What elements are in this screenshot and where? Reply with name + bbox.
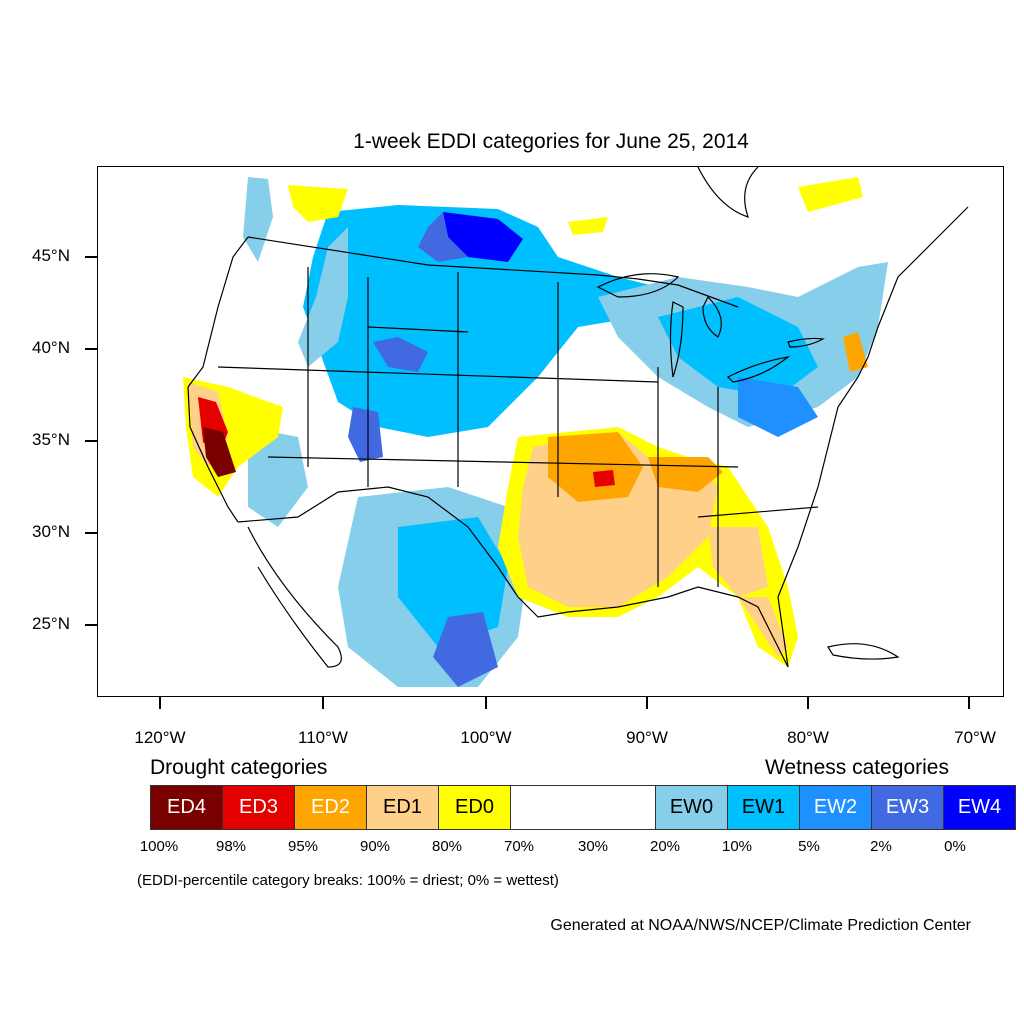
lon-label-120: 120°W [134, 728, 186, 747]
legend-neutral [510, 785, 656, 830]
lon-label-100: 100°W [460, 728, 512, 747]
east-coast [777, 206, 969, 668]
lake-ontario [787, 337, 825, 348]
lat-tick-25 [85, 624, 97, 626]
map-title: 1-week EDDI categories for June 25, 2014 [353, 130, 749, 153]
lat-label-35: 35°N [32, 430, 70, 449]
lon-label-70: 70°W [954, 728, 996, 747]
us-mexico-border [237, 486, 519, 598]
great-lakes-ew1 [658, 297, 818, 397]
pct-10: 10% [721, 838, 753, 855]
drought-heading: Drought categories [150, 756, 328, 779]
lon-label-110: 110°W [298, 728, 348, 747]
legend-ew2: EW2 [799, 785, 872, 830]
lake-huron [702, 295, 722, 338]
state-line-10 [697, 506, 819, 518]
west-coast [187, 236, 249, 523]
pct-80: 80% [431, 838, 463, 855]
lon-tick-100 [485, 697, 487, 709]
missouri-ed3 [593, 470, 615, 487]
dakotas-ew3 [418, 212, 468, 262]
pct-20: 20% [649, 838, 681, 855]
eddi-map [97, 166, 1004, 697]
drought-regions [183, 177, 868, 667]
northwest-ed0 [288, 185, 348, 222]
lake-erie [726, 356, 791, 383]
credit-line: Generated at NOAA/NWS/NCEP/Climate Predi… [550, 917, 971, 934]
canada-ed0-east [798, 177, 863, 212]
legend-ed0: ED0 [438, 785, 511, 830]
pct-100: 100% [139, 838, 179, 855]
northern-plains-ew0-fringe [298, 227, 348, 367]
canada-ed0-mid [568, 217, 608, 235]
wetness-heading: Wetness categories [764, 756, 949, 779]
lake-michigan [669, 301, 684, 378]
lat-tick-35 [85, 440, 97, 442]
lake-superior [596, 273, 680, 298]
lon-tick-70 [968, 697, 970, 709]
wetness-regions [243, 177, 888, 687]
legend-ew0: EW0 [655, 785, 728, 830]
legend-ed1: ED1 [366, 785, 439, 830]
lat-tick-45 [85, 256, 97, 258]
us-canada-border [247, 236, 739, 308]
southwest-wet-patch [248, 427, 308, 527]
category-legend: ED4 ED3 ED2 ED1 ED0 EW0 EW1 EW2 EW3 EW4 [150, 785, 1016, 830]
cuba-outline [827, 643, 900, 660]
lat-label-30: 30°N [32, 522, 70, 541]
appalachian-ew2 [738, 377, 818, 437]
wyoming-ew3 [373, 337, 428, 372]
pct-0: 0% [944, 838, 966, 855]
colorado-ew3 [348, 407, 383, 462]
boundary-lines [187, 167, 969, 668]
legend-ed4: ED4 [150, 785, 223, 830]
lat-tick-30 [85, 532, 97, 534]
pct-70: 70% [503, 838, 535, 855]
pct-2: 2% [870, 838, 892, 855]
state-line-5 [217, 366, 659, 383]
lon-tick-120 [159, 697, 161, 709]
pct-5: 5% [798, 838, 820, 855]
texas-ew3 [433, 612, 498, 687]
lon-tick-110 [322, 697, 324, 709]
pct-95: 95% [287, 838, 319, 855]
legend-ew4: EW4 [943, 785, 1016, 830]
gulf-coast [517, 586, 789, 668]
legend-ew1: EW1 [727, 785, 800, 830]
dakotas-ew4-core [443, 212, 523, 262]
state-line-6 [267, 456, 739, 468]
lon-tick-80 [807, 697, 809, 709]
state-line-7 [367, 326, 469, 333]
georgia-ed1 [708, 527, 768, 597]
pct-30: 30% [577, 838, 609, 855]
category-note: (EDDI-percentile category breaks: 100% =… [137, 872, 559, 889]
hudson-bay-shore [697, 167, 759, 218]
legend-ew3: EW3 [871, 785, 944, 830]
missouri-ed2 [548, 432, 643, 502]
lat-label-25: 25°N [32, 614, 70, 633]
baja-coast [247, 526, 342, 668]
lon-tick-90 [646, 697, 648, 709]
lon-label-80: 80°W [787, 728, 829, 747]
pct-98: 98% [215, 838, 247, 855]
northwest-wet-strip [243, 177, 273, 262]
legend-ed3: ED3 [222, 785, 295, 830]
legend-ed2: ED2 [294, 785, 367, 830]
pct-90: 90% [359, 838, 391, 855]
california-ed4 [203, 427, 236, 477]
mid-atlantic-ed2 [843, 332, 868, 372]
lon-label-90: 90°W [626, 728, 668, 747]
northern-plains-wet-region [303, 205, 658, 437]
lat-label-40: 40°N [32, 338, 70, 357]
lat-tick-40 [85, 348, 97, 350]
lat-label-45: 45°N [32, 246, 70, 265]
